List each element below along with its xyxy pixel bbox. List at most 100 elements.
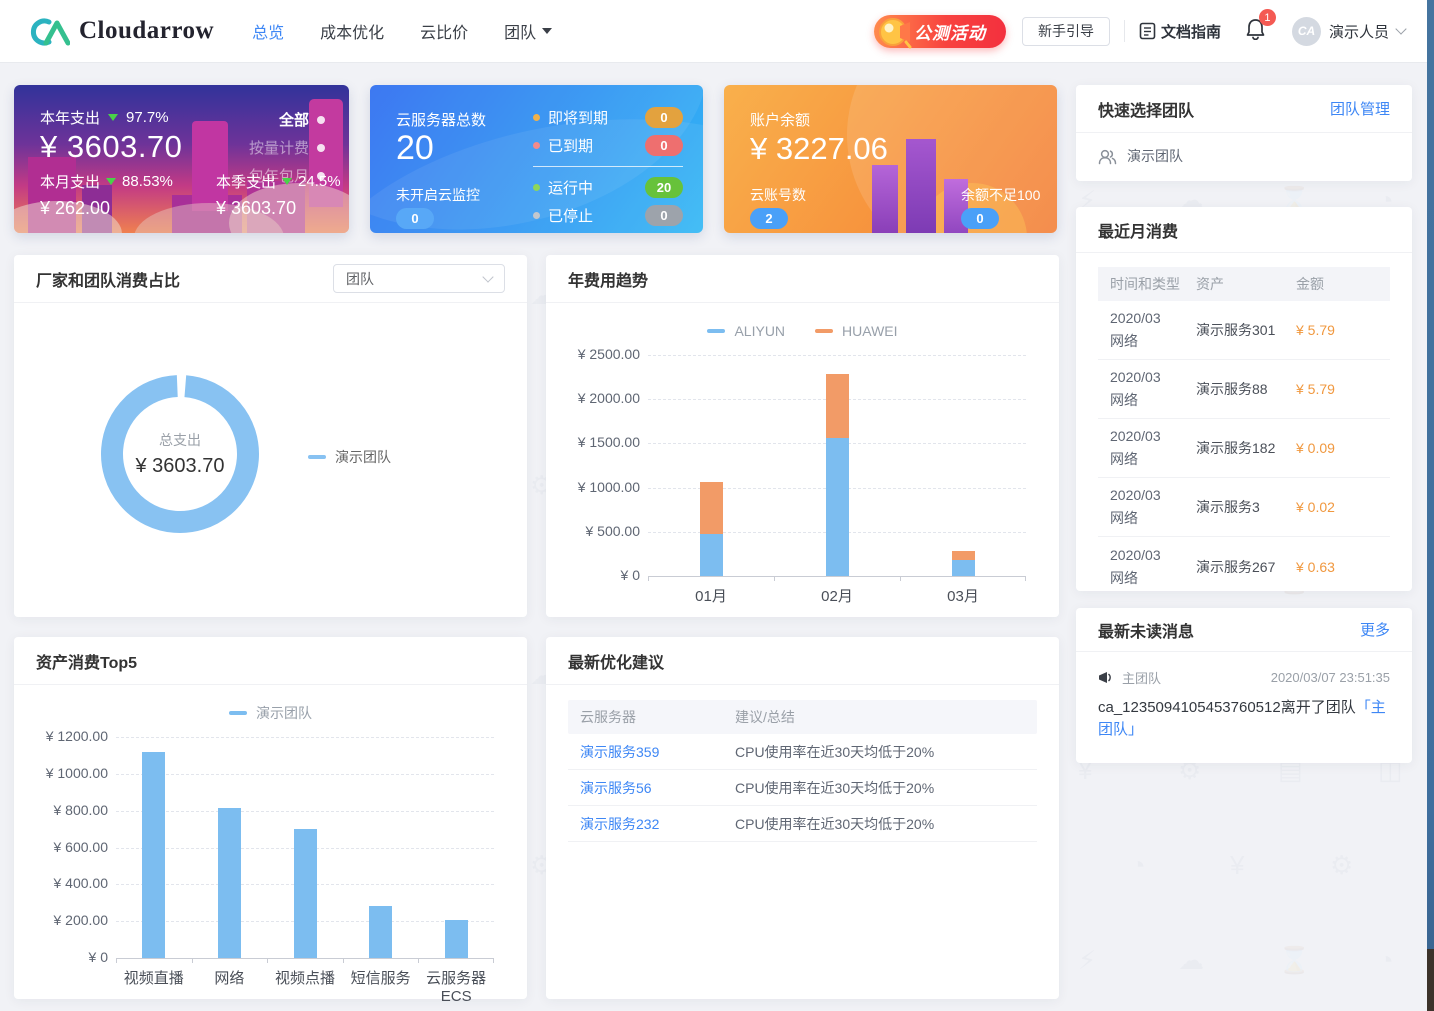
window-edge-dark (1427, 949, 1434, 1011)
balance-title: 账户余额 (750, 112, 811, 129)
legend-label: 演示团队 (335, 449, 391, 465)
legend-swatch (815, 329, 834, 333)
y-tick-label: ¥ 1000.00 (45, 764, 108, 781)
filter-subscription[interactable]: 包年包月 (249, 165, 325, 186)
divider (1123, 20, 1125, 42)
decoration (192, 121, 228, 211)
message-item[interactable]: 主团队 2020/03/07 23:51:35 ca_1235094105453… (1076, 652, 1412, 741)
column-header: 建议/总结 (735, 709, 795, 725)
bar-segment (293, 829, 317, 958)
row-type: 网络 (1110, 569, 1138, 586)
radio-dot (317, 171, 325, 180)
pattern-icon: ¥ (1230, 850, 1245, 880)
gridline (116, 958, 494, 959)
axis-tick (116, 958, 117, 963)
column-header: 时间和类型 (1110, 276, 1180, 292)
year-expense-card: 本年支出 97.7% ¥ 3603.70 全部 按量计费 包年包月 本月支出 (14, 85, 349, 233)
docs-guide-link[interactable]: 文档指南 (1139, 21, 1221, 42)
nav-item-team[interactable]: 团队 (504, 19, 553, 43)
team-manage-link[interactable]: 团队管理 (1329, 101, 1390, 118)
status-dot (533, 114, 540, 121)
server-link[interactable]: 演示服务232 (580, 815, 660, 832)
status-count-badge: 0 (645, 135, 683, 156)
megaphone-icon (878, 17, 912, 48)
select-value: 团队 (346, 270, 374, 287)
legend-swatch (707, 329, 726, 333)
beta-promo-button[interactable]: 公测活动 (873, 14, 1006, 48)
nav-label: 成本优化 (320, 25, 385, 42)
x-tick-label: 短信服务 (350, 970, 411, 987)
pattern-icon: ⚡ (1078, 945, 1097, 975)
server-link[interactable]: 演示服务359 (580, 743, 660, 760)
year-expense-amount: ¥ 3603.70 (40, 129, 183, 164)
y-tick-label: ¥ 2500.00 (577, 346, 640, 362)
month-expense-title: 本月支出 (40, 174, 101, 191)
legend-item[interactable]: ALIYUN (707, 323, 785, 339)
panel-title: 最新优化建议 (568, 654, 665, 672)
table-row: 演示服务359 CPU使用率在近30天均低于20% (568, 734, 1037, 770)
row-asset: 演示服务267 (1196, 558, 1276, 575)
row-type: 网络 (1110, 392, 1138, 408)
y-tick-label: ¥ 1000.00 (577, 478, 640, 495)
legend-item[interactable]: HUAWEI (815, 323, 898, 339)
row-amount: ¥ 5.79 (1296, 381, 1335, 397)
filter-all[interactable]: 全部 (249, 109, 325, 130)
row-period: 2020/03 (1110, 428, 1161, 444)
caret-down-icon (542, 28, 553, 34)
suggestion-text: CPU使用率在近30天均低于20% (735, 779, 935, 796)
vendor-team-share-panel: 厂家和团队消费占比 团队 总支出 ¥ 3603.70 演示团队 (14, 255, 527, 617)
status-dot (533, 184, 540, 191)
axis-tick (648, 576, 649, 581)
legend-label: 演示团队 (256, 705, 312, 721)
notification-bell[interactable]: 1 (1245, 9, 1276, 45)
chart-legend: 演示团队 (36, 705, 505, 721)
more-messages-link[interactable]: 更多 (1359, 622, 1390, 639)
row-type: 网络 (1110, 333, 1138, 349)
server-link[interactable]: 演示服务56 (580, 779, 652, 796)
monthly-consumption-table: 时间和类型 资产 金额 2020/03 网络 演示服务301 ¥ 5.79 202… (1098, 267, 1390, 596)
y-tick-label: ¥ 1200.00 (45, 728, 108, 744)
table-row: 2020/03 网络 演示服务301 ¥ 5.79 (1098, 301, 1390, 360)
y-tick-label: ¥ 800.00 (53, 801, 109, 818)
chart-plot: ¥ 0 ¥ 500.00 ¥ 1000.00 ¥ 1500.00 ¥ 2000.00 ¥ … (568, 346, 1037, 605)
filter-pay-as-you-go[interactable]: 按量计费 (249, 137, 325, 158)
pattern-icon: ◔ (1130, 850, 1146, 880)
decoration (872, 165, 898, 233)
table-header: 时间和类型 资产 金额 (1098, 267, 1390, 301)
status-expired-row: 已到期 0 (533, 135, 683, 156)
y-tick-label: ¥ 2000.00 (577, 390, 640, 407)
axis-tick (900, 576, 901, 581)
message-team-link[interactable]: 「主团队」 (1098, 699, 1386, 738)
bar-segment (217, 807, 241, 958)
chart-plot: ¥ 0 ¥ 200.00 ¥ 400.00 ¥ 600.00 ¥ 800.00 ¥ 100… (36, 728, 505, 1005)
team-filter-select[interactable]: 团队 (333, 264, 505, 293)
status-stopped-row: 已停止 0 (533, 205, 683, 226)
gridline (116, 737, 494, 738)
user-menu[interactable]: CA 演示人员 (1291, 16, 1407, 46)
servers-title: 云服务器总数 (396, 112, 487, 129)
message-team: 主团队 (1122, 671, 1162, 686)
nav-item-cost-optimization[interactable]: 成本优化 (320, 19, 384, 43)
filter-label: 按量计费 (248, 140, 309, 157)
brand-logo[interactable]: Cloudarrow (28, 16, 214, 46)
quarter-expense-delta: 24.5% (298, 173, 341, 190)
newbie-guide-button[interactable]: 新手引导 (1021, 16, 1110, 46)
window-edge-scrollbar[interactable] (1427, 0, 1434, 1011)
bar-segment (142, 751, 166, 958)
donut-legend-item[interactable]: 演示团队 (308, 447, 391, 467)
legend-item[interactable]: 演示团队 (229, 705, 312, 721)
y-tick-label: ¥ 500.00 (585, 522, 641, 539)
axis-tick (191, 958, 193, 963)
nav-item-overview[interactable]: 总览 (252, 19, 284, 43)
pattern-icon: ☁ (1178, 945, 1204, 975)
bar-segment (699, 482, 723, 535)
bar-chart: 演示团队 ¥ 0 ¥ 200.00 ¥ 400.00 ¥ 600.00 ¥ 800.00 ¥… (36, 705, 505, 1005)
table-row: 演示服务56 CPU使用率在近30天均低于20% (568, 770, 1037, 806)
panel-title: 最近月消费 (1098, 223, 1179, 241)
nav-item-price-compare[interactable]: 云比价 (420, 19, 468, 43)
row-asset: 演示服务301 (1196, 322, 1276, 338)
team-item[interactable]: 演示团队 (1076, 133, 1412, 179)
chevron-down-icon (482, 271, 494, 283)
user-avatar: CA (1291, 16, 1321, 46)
monitor-off-count: 0 (396, 208, 434, 229)
